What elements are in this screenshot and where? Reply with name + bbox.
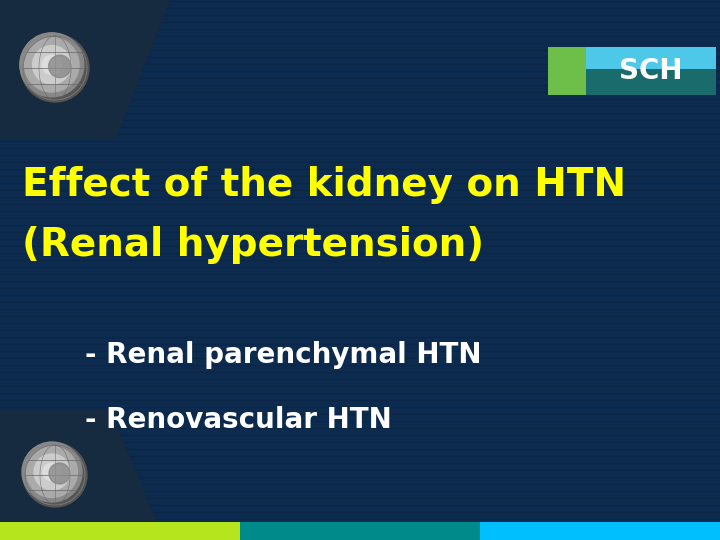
Circle shape bbox=[48, 55, 71, 78]
Polygon shape bbox=[0, 410, 165, 540]
Circle shape bbox=[23, 443, 87, 507]
Bar bbox=[0, 522, 240, 540]
Circle shape bbox=[19, 33, 84, 97]
Text: - Renal parenchymal HTN: - Renal parenchymal HTN bbox=[85, 341, 482, 369]
Circle shape bbox=[42, 55, 61, 75]
Bar bbox=[586, 47, 716, 69]
Bar bbox=[586, 69, 716, 95]
Circle shape bbox=[27, 447, 78, 497]
Bar bbox=[240, 522, 480, 540]
Circle shape bbox=[32, 45, 71, 84]
Polygon shape bbox=[0, 0, 170, 140]
Circle shape bbox=[49, 463, 70, 484]
Text: (Renal hypertension): (Renal hypertension) bbox=[22, 226, 484, 264]
Circle shape bbox=[24, 38, 79, 92]
Text: Effect of the kidney on HTN: Effect of the kidney on HTN bbox=[22, 166, 626, 204]
Bar bbox=[480, 522, 720, 540]
Circle shape bbox=[21, 34, 89, 102]
Circle shape bbox=[22, 442, 82, 502]
Circle shape bbox=[43, 463, 61, 481]
Text: SCH: SCH bbox=[619, 57, 683, 85]
Bar bbox=[548, 47, 586, 95]
Text: - Renovascular HTN: - Renovascular HTN bbox=[85, 406, 392, 434]
Circle shape bbox=[34, 454, 70, 490]
